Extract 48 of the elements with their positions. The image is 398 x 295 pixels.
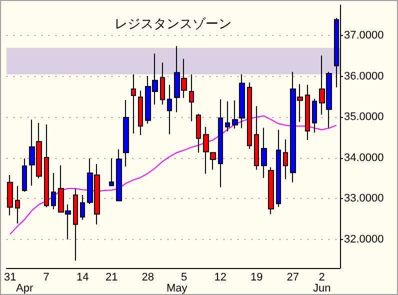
x-tick-label: Apr: [16, 282, 34, 294]
candlestick: [247, 82, 252, 150]
candlestick: [254, 106, 259, 170]
candlestick: [15, 186, 20, 224]
x-tick-label: 7: [43, 272, 50, 284]
candlestick: [189, 74, 194, 122]
x-tick-label: 12: [214, 272, 226, 284]
x-tick-label: 28: [142, 272, 154, 284]
candlestick: [232, 100, 238, 130]
candlestick: [7, 174, 13, 216]
candlestick: [131, 74, 136, 134]
x-tick-label: 19: [250, 272, 263, 284]
line-series: [10, 115, 337, 235]
y-tick-label: 33.0000: [344, 192, 384, 205]
x-tick-label: 14: [76, 272, 89, 284]
candlestick: [80, 194, 85, 220]
y-tick-label: 37.0000: [344, 30, 384, 42]
candlestick: [123, 100, 129, 167]
candlestick: [305, 84, 310, 140]
candlestick: [22, 158, 27, 192]
y-tick-label: 35.0000: [344, 111, 384, 124]
candlestick: [261, 127, 267, 178]
x-tick-label: 21: [105, 272, 118, 284]
candlestick: [225, 100, 230, 132]
candlestick: [109, 158, 114, 186]
y-tick-label: 34.0000: [344, 152, 384, 164]
candlestick: [268, 166, 274, 215]
candlestick: [218, 98, 223, 188]
candlestick: [196, 113, 201, 154]
candlestick: [276, 129, 281, 208]
candlestick: [51, 172, 56, 210]
candlestick: [239, 74, 245, 129]
candlestick: [138, 90, 143, 136]
candlestick: [160, 62, 165, 105]
x-tick-label: 27: [286, 272, 299, 284]
x-tick-label: 2 Jun: [313, 272, 331, 294]
band-label: レジスタンスゾーン: [114, 16, 232, 31]
x-tick-label: 31: [4, 272, 16, 284]
y-tick-label: 36.0000: [344, 70, 384, 82]
candlestick: [73, 188, 78, 262]
candlestick: [167, 84, 172, 135]
x-tick-label: 5: [181, 272, 188, 284]
candlestick: [283, 139, 288, 180]
candlestick: [44, 124, 49, 208]
y-tick-label: 32.0000: [344, 233, 384, 246]
x-tick-label: May: [166, 282, 188, 294]
candlestick: [116, 148, 122, 202]
candlestick: [312, 98, 317, 134]
